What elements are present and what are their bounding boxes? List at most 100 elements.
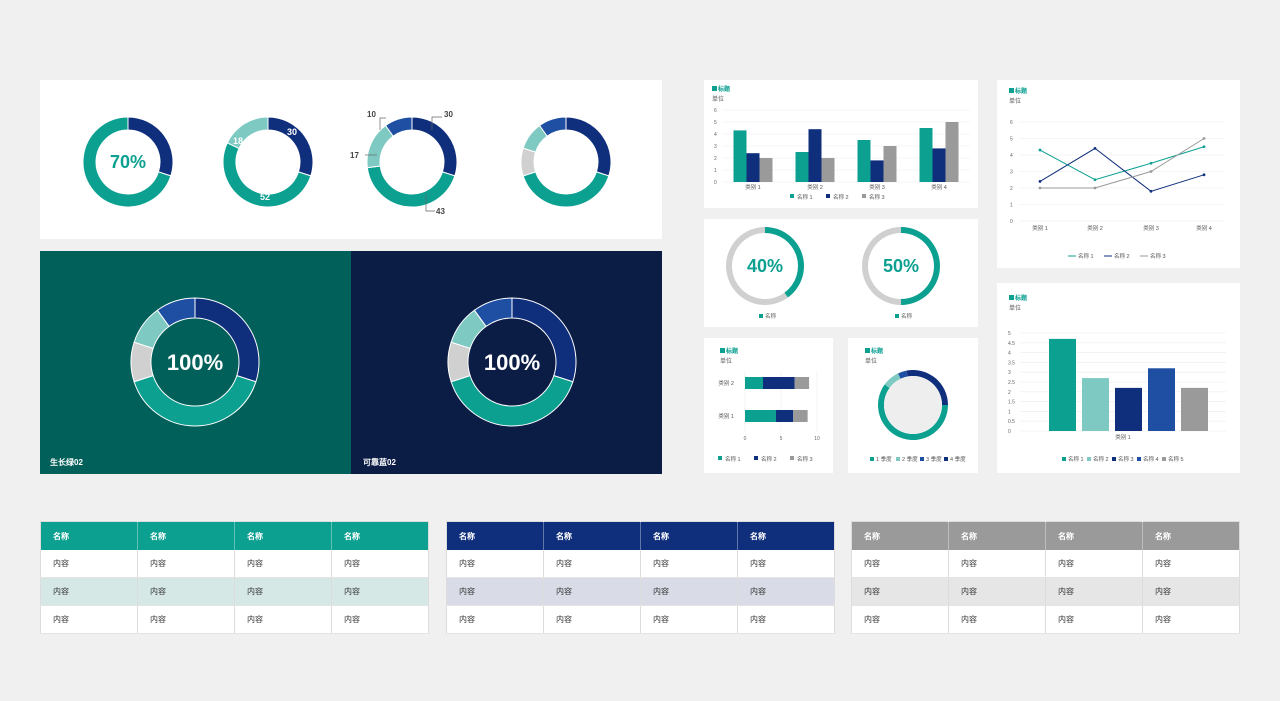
donut-row-panel: 70% 30 52 18 30 43 17 10 <box>40 80 662 239</box>
table-cell: 内容 <box>737 550 835 578</box>
table-cell: 内容 <box>137 605 235 634</box>
donut-2-segment-3 <box>226 116 269 150</box>
table-cell: 内容 <box>1142 577 1240 606</box>
line-chart-point-3-4 <box>1202 137 1206 140</box>
percent-donut-2-center-text: 50% <box>883 256 919 276</box>
dark-navy-panel: 100% 可靠蓝02 <box>351 251 662 474</box>
line-chart-xtick-1: 类别 1 <box>1032 224 1048 232</box>
hbar-chart-legend-swatch-2 <box>754 456 758 460</box>
donut-row-svg: 70% 30 52 18 30 43 17 10 <box>82 110 612 216</box>
donut-3-segment-3 <box>366 124 394 169</box>
bar-chart-title: 标题 <box>717 85 731 93</box>
table-header-cell: 名称 <box>331 521 429 550</box>
bar5-chart-ytick-1: 1 <box>1008 409 1011 415</box>
line-chart-point-3-3 <box>1149 170 1153 173</box>
bar5-chart-legend-swatch-2 <box>1087 457 1091 461</box>
table-header-cell: 名称 <box>446 521 544 550</box>
donut-2-label-18: 18 <box>233 136 243 146</box>
line-chart-ytick-0: 0 <box>1010 219 1013 225</box>
percent-donut-1-legend-swatch <box>759 314 763 318</box>
bar-chart-bar-1-1 <box>733 130 747 182</box>
bar-chart-ytick-6: 6 <box>714 108 717 114</box>
table-cell: 内容 <box>1142 605 1240 634</box>
bar-chart-bar-3-1 <box>857 140 871 182</box>
bar-chart-legend-swatch-1 <box>790 194 794 198</box>
table-teal: 名称 名称 名称 名称 内容 内容 内容 内容 内容 内容 内容 内容 内容 内容 内容 内容 <box>40 521 429 634</box>
bar-chart-bar-1-2 <box>746 153 760 182</box>
bar5-chart-legend-label-3: 名称 3 <box>1118 455 1134 463</box>
bar5-chart-bar-3 <box>1115 387 1142 431</box>
donut-2-label-30: 30 <box>287 127 297 137</box>
donut-3-segment-1 <box>411 116 458 177</box>
table-cell: 内容 <box>40 577 138 606</box>
quarter-donut-hole <box>884 376 942 434</box>
quarter-donut-title-marker <box>865 348 870 353</box>
hbar-chart-ytick-1: 类别 1 <box>718 412 734 420</box>
table-cell: 内容 <box>331 550 429 578</box>
bar5-chart-ytick-0.5: 0.5 <box>1008 419 1015 425</box>
bar5-chart-panel: 标题 单位 0 0.5 1 1.5 2 2.5 3 3.5 4 4.5 5 类别 1 名称 1 名称 2 名称 … <box>997 283 1240 473</box>
table-header-row: 名称 名称 名称 名称 <box>851 521 1240 550</box>
quarter-donut-legend-label-4: 4 季度 <box>950 455 966 463</box>
table-cell: 内容 <box>737 577 835 606</box>
quarter-donut-panel: 标题 单位 1 季度 2 季度 3 季度 4 季度 <box>848 338 978 473</box>
donut-3-label-17: 17 <box>350 151 359 160</box>
donut-4-segment-1 <box>565 116 612 177</box>
donut-4-segment-3 <box>520 147 537 177</box>
line-chart-legend-label-2: 名称 2 <box>1114 252 1130 260</box>
table-header-cell: 名称 <box>948 521 1046 550</box>
line-chart-legend-label-1: 名称 1 <box>1078 252 1094 260</box>
table-cell: 内容 <box>446 577 544 606</box>
hbar-chart-xtick-0: 0 <box>744 436 747 442</box>
percent-donut-2 <box>862 227 940 305</box>
table-cell: 内容 <box>640 577 738 606</box>
bar-chart-xtick-1: 类别 1 <box>745 183 761 191</box>
hbar-chart-legend-label-1: 名称 1 <box>725 455 741 463</box>
table-cell: 内容 <box>1045 550 1143 578</box>
percent-donut-2-segment-2 <box>862 227 901 305</box>
line-chart-xtick-2: 类别 2 <box>1087 224 1103 232</box>
bar5-chart-ytick-4.5: 4.5 <box>1008 341 1015 347</box>
line-chart-point-3-2 <box>1093 186 1097 190</box>
bar5-chart-bar-2 <box>1082 378 1109 431</box>
quarter-donut-segment-2 <box>884 373 901 388</box>
hbar-chart-bar-2-3 <box>794 377 810 389</box>
bar-chart-panel: 标题 单位 0 1 2 3 4 5 6 类别 1 类别 2 类别 3 类别 4 名称 1 名称 2 名称 3 <box>704 80 978 208</box>
bar5-chart-legend-label-5: 名称 5 <box>1168 455 1184 463</box>
bar5-chart-ytick-2: 2 <box>1008 390 1011 396</box>
table-cell: 内容 <box>1045 605 1143 634</box>
bar5-chart-legend-swatch-3 <box>1112 457 1116 461</box>
hbar-chart-bar-1-1 <box>745 410 776 422</box>
bar5-chart-ytick-3.5: 3.5 <box>1008 360 1015 366</box>
table-cell: 内容 <box>137 550 235 578</box>
quarter-donut-legend-swatch-4 <box>944 457 948 461</box>
table-cell: 内容 <box>851 605 949 634</box>
bar-chart-legend-label-2: 名称 2 <box>833 193 849 201</box>
donut-70 <box>82 116 174 208</box>
bar-chart-bar-4-3 <box>945 122 959 182</box>
hbar-chart-legend-label-2: 名称 2 <box>761 455 777 463</box>
dark-green-donut-segment-3 <box>130 341 154 383</box>
bar-chart-bar-3-2 <box>870 160 884 182</box>
hbar-chart-xtick-5: 5 <box>780 436 783 442</box>
bar5-chart-legend-label-4: 名称 4 <box>1143 455 1159 463</box>
line-chart-xtick-4: 类别 4 <box>1196 224 1212 232</box>
line-chart-series-2 <box>1039 147 1205 192</box>
table-row: 内容 内容 内容 内容 <box>446 550 835 578</box>
line-chart-ytick-1: 1 <box>1010 203 1013 209</box>
percent-donut-1-segment-1 <box>765 227 804 298</box>
quarter-donut-legend-swatch-2 <box>896 457 900 461</box>
bar5-chart-ytick-1.5: 1.5 <box>1008 400 1015 406</box>
dark-green-donut-segment-5 <box>156 297 196 328</box>
table-row: 内容 内容 内容 内容 <box>40 577 429 606</box>
table-cell: 内容 <box>640 550 738 578</box>
table-header-cell: 名称 <box>851 521 949 550</box>
donut-3-label-10: 10 <box>367 110 376 119</box>
line-chart-panel: 标题 单位 0 1 2 3 4 5 6 类别 1 类别 2 类别 3 类别 4 名称 1 名称 2 名称 3 <box>997 80 1240 268</box>
table-cell: 内容 <box>40 605 138 634</box>
line-chart-point-2-3 <box>1149 189 1153 193</box>
dark-navy-donut-segment-3 <box>447 341 471 383</box>
quarter-donut-legend-label-2: 2 季度 <box>902 455 918 463</box>
table-cell: 内容 <box>640 605 738 634</box>
